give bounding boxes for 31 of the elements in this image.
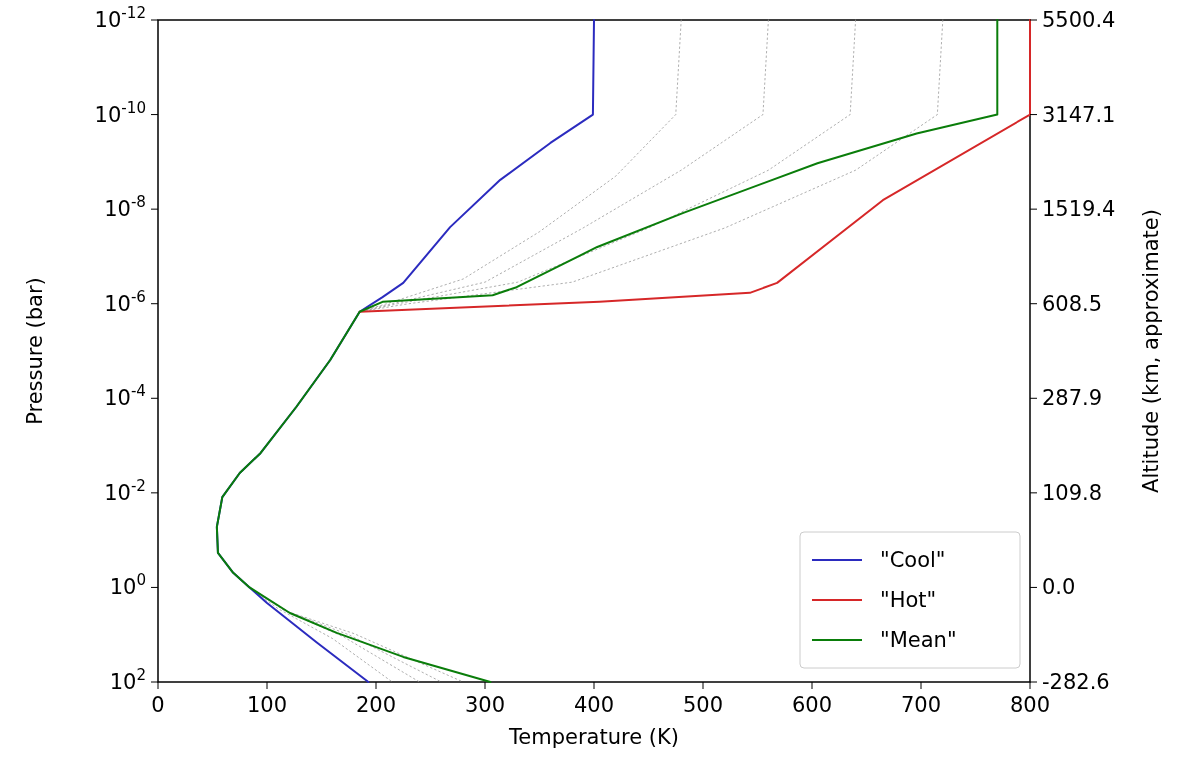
- y-tick-label: 10$^{-6}$: [104, 287, 146, 316]
- category-label: 1519.4: [1042, 197, 1116, 222]
- y-tick-label: 10$^{0}$: [109, 571, 146, 600]
- y-tick-label: 10$^{-8}$: [104, 193, 146, 222]
- y2-axis-title: Altitude (km, approximate): [1139, 209, 1163, 493]
- x-tick-label: 200: [355, 693, 397, 717]
- x-axis-title: Temperature (K): [508, 725, 679, 749]
- category-label: 608.5: [1042, 291, 1103, 316]
- category-label: 3147.1: [1042, 102, 1116, 127]
- x-tick-label: 100: [246, 693, 288, 717]
- y-tick-label: 10$^{-2}$: [104, 476, 146, 505]
- category-label: 287.9: [1042, 386, 1103, 411]
- legend-label: "Hot": [880, 588, 937, 612]
- y-tick-label: 10$^{2}$: [109, 666, 146, 694]
- x-tick-label: 800: [1009, 693, 1051, 717]
- y-tick-label: 10$^{-4}$: [104, 382, 146, 411]
- category-label: 109.8: [1042, 480, 1103, 505]
- y-tick-label: 10$^{-10}$: [94, 98, 146, 127]
- x-tick-label: 0: [151, 693, 165, 717]
- category-label: 0.0: [1042, 575, 1076, 600]
- x-tick-label: 600: [791, 693, 833, 717]
- category-label: -282.6: [1042, 670, 1110, 694]
- x-tick-label: 400: [573, 693, 615, 717]
- x-tick-label: 700: [900, 693, 942, 717]
- y-axis-title: Pressure (bar): [23, 277, 47, 425]
- x-tick-label: 500: [682, 693, 724, 717]
- legend-label: "Cool": [880, 548, 946, 572]
- y-tick-label: 10$^{-12}$: [94, 4, 146, 32]
- x-tick-label: 300: [464, 693, 506, 717]
- category-label: 5500.4: [1042, 8, 1116, 32]
- legend-label: "Mean": [880, 628, 957, 652]
